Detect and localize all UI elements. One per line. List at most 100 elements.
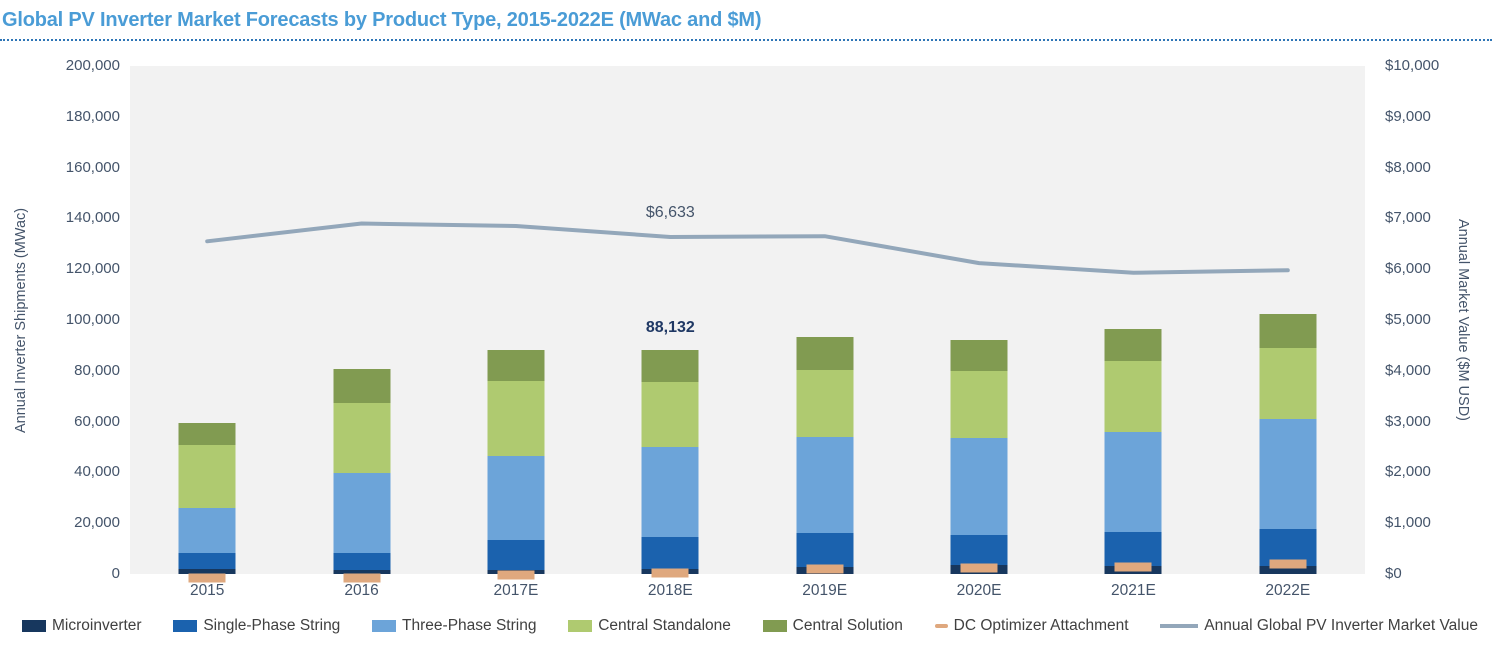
bar-segment-central-standalone-2016 bbox=[333, 403, 391, 473]
line-swatch-icon bbox=[1160, 624, 1199, 628]
bar-segment-single-phase-string-2015 bbox=[178, 552, 236, 570]
right-axis-tick-label: $1,000 bbox=[1385, 514, 1431, 532]
legend: Microinverter Single-Phase String Three-Ph… bbox=[0, 612, 1500, 640]
dc-optimizer-marker-2022E bbox=[1269, 559, 1307, 569]
x-axis-label-2016: 2016 bbox=[344, 582, 379, 599]
market-value-line-layer bbox=[205, 221, 1290, 275]
bar-segment-single-phase-string-2019E bbox=[796, 532, 854, 568]
left-axis-tick-label: 200,000 bbox=[65, 57, 120, 74]
box-swatch-icon bbox=[22, 620, 46, 632]
x-axis-label-2015: 2015 bbox=[189, 582, 225, 599]
plot-area bbox=[130, 66, 1365, 583]
legend-label: Annual Global PV Inverter Market Value bbox=[1204, 617, 1478, 634]
bar-2015 bbox=[178, 66, 236, 574]
box-swatch-icon bbox=[568, 620, 593, 632]
x-axis-label-2020E: 2020E bbox=[956, 582, 1002, 599]
box-swatch-icon bbox=[372, 620, 397, 632]
left-axis-tick-label: 180,000 bbox=[65, 107, 120, 125]
box-swatch-icon bbox=[173, 620, 198, 632]
right-axis-tick-label: $6,000 bbox=[1385, 260, 1431, 278]
x-axis-label-2017E: 2017E bbox=[493, 582, 539, 599]
bar-segment-single-phase-string-2020E bbox=[950, 534, 1008, 565]
legend-label: Three-Phase String bbox=[402, 617, 537, 634]
bar-segment-microinverter-2015 bbox=[178, 569, 236, 574]
bar-segment-three-phase-string-2022E bbox=[1259, 419, 1317, 530]
legend-label: Central Solution bbox=[792, 617, 903, 634]
bar-segment-central-solution-2020E bbox=[950, 339, 1008, 371]
right-axis-title: Annual Market Value ($M USD) bbox=[1455, 218, 1471, 421]
bar-segment-three-phase-string-2015 bbox=[178, 508, 236, 553]
dc-optimizer-marker-2015 bbox=[188, 573, 226, 583]
right-axis-tick-label: $2,000 bbox=[1385, 463, 1431, 481]
right-axis-tick-label: $4,000 bbox=[1385, 361, 1431, 379]
left-axis-tick-label: 40,000 bbox=[74, 463, 120, 481]
bar-segment-central-standalone-2018E bbox=[641, 381, 699, 448]
box-swatch-icon bbox=[762, 620, 787, 632]
dc-optimizer-marker-2019E bbox=[806, 564, 844, 574]
bar-segment-three-phase-string-2019E bbox=[796, 437, 854, 533]
dc-optimizer-marker-2017E bbox=[497, 570, 535, 580]
right-axis-tick-label: $7,000 bbox=[1385, 209, 1431, 227]
legend-item-microinverter: Microinverter bbox=[22, 617, 142, 635]
dc-optimizer-marker-2018E bbox=[651, 568, 689, 578]
right-axis-tick-label: $8,000 bbox=[1385, 158, 1431, 176]
bar-segment-central-standalone-2022E bbox=[1259, 348, 1317, 420]
bar-2022E bbox=[1259, 66, 1317, 574]
bar-2016 bbox=[333, 66, 391, 574]
legend-label: DC Optimizer Attachment bbox=[953, 617, 1129, 634]
left-axis-tick-label: 80,000 bbox=[74, 361, 120, 379]
left-axis-tick-label: 60,000 bbox=[74, 412, 120, 430]
x-axis-label-2018E: 2018E bbox=[647, 582, 693, 599]
dash-swatch-icon bbox=[934, 624, 948, 628]
bar-segment-three-phase-string-2020E bbox=[950, 437, 1008, 535]
left-axis-tick-label: 160,000 bbox=[65, 158, 120, 176]
bar-segment-central-solution-2022E bbox=[1259, 313, 1317, 349]
chart-title: Global PV Inverter Market Forecasts by P… bbox=[0, 0, 1492, 41]
bar-2020E bbox=[950, 66, 1008, 574]
left-axis-tick-label: 120,000 bbox=[65, 260, 120, 278]
bar-segment-single-phase-string-2021E bbox=[1104, 532, 1162, 567]
bar-segment-microinverter-2016 bbox=[333, 570, 391, 574]
bar-segment-single-phase-string-2016 bbox=[333, 552, 391, 571]
bar-segment-three-phase-string-2018E bbox=[641, 447, 699, 538]
bar-segment-central-solution-2015 bbox=[178, 422, 236, 446]
left-axis-tick-label: 140,000 bbox=[65, 209, 120, 227]
bar-segment-central-standalone-2021E bbox=[1104, 361, 1162, 432]
bar-segment-central-standalone-2019E bbox=[796, 370, 854, 438]
right-axis-tick-label: $0 bbox=[1385, 565, 1402, 582]
legend-label: Microinverter bbox=[52, 617, 142, 634]
bar-2019E bbox=[796, 66, 854, 574]
left-axis-tick-label: 100,000 bbox=[65, 311, 120, 328]
bar-segment-three-phase-string-2021E bbox=[1104, 431, 1162, 533]
bar-2021E bbox=[1104, 66, 1162, 574]
right-axis-tick-label: $3,000 bbox=[1385, 412, 1431, 430]
bar-segment-central-standalone-2020E bbox=[950, 370, 1008, 438]
bar-segment-central-solution-2016 bbox=[333, 368, 391, 404]
right-axis-tick-label: $5,000 bbox=[1385, 311, 1431, 328]
bar-segment-central-solution-2019E bbox=[796, 336, 854, 371]
bar-2018E bbox=[641, 66, 699, 574]
legend-item-single-phase-string: Single-Phase String bbox=[173, 617, 340, 635]
dc-optimizer-marker-2021E bbox=[1114, 562, 1152, 572]
legend-item-central-solution: Central Solution bbox=[762, 617, 903, 635]
bar-segment-single-phase-string-2022E bbox=[1259, 529, 1317, 566]
bar-segment-central-standalone-2015 bbox=[178, 445, 236, 509]
dc-optimizer-marker-2016 bbox=[343, 573, 381, 583]
x-axis-label-2021E: 2021E bbox=[1111, 582, 1156, 599]
legend-label: Central Standalone bbox=[598, 617, 731, 634]
bar-segment-microinverter-2022E bbox=[1259, 565, 1317, 574]
left-axis-tick-label: 20,000 bbox=[74, 514, 120, 532]
bar-segment-central-solution-2018E bbox=[641, 350, 699, 382]
bar-segment-central-standalone-2017E bbox=[487, 380, 545, 457]
data-label-line-2018E: $6,633 bbox=[645, 204, 695, 222]
data-label-bar-total-2018E: 88,132 bbox=[645, 319, 695, 337]
x-axis-label-2022E: 2022E bbox=[1265, 582, 1311, 599]
right-axis-tick-label: $10,000 bbox=[1385, 57, 1440, 74]
legend-item-dc-optimizer-attachment: DC Optimizer Attachment bbox=[934, 617, 1129, 635]
bar-segment-central-solution-2017E bbox=[487, 350, 545, 381]
left-axis-tick-label: 0 bbox=[111, 565, 120, 582]
right-axis-tick-label: $9,000 bbox=[1385, 107, 1431, 125]
bar-segment-central-solution-2021E bbox=[1104, 328, 1162, 362]
legend-label: Single-Phase String bbox=[203, 617, 341, 634]
x-axis-label-2019E: 2019E bbox=[802, 582, 848, 599]
